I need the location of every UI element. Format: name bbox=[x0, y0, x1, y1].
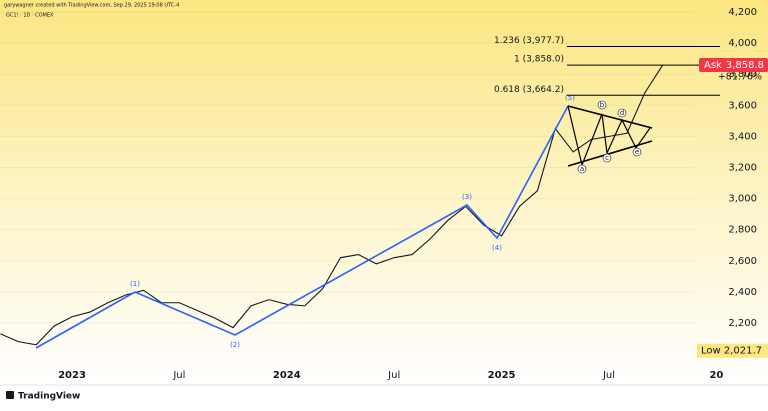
brand-logo: TradingView bbox=[6, 391, 80, 402]
x-tick-label: Jul bbox=[602, 370, 615, 381]
wave-label: (5) bbox=[565, 94, 575, 102]
x-tick-label: Jul bbox=[172, 370, 185, 381]
y-tick-label: 3,800 bbox=[728, 69, 757, 80]
triangle-upper bbox=[567, 105, 653, 129]
x-tick-label: 2024 bbox=[273, 370, 301, 381]
price-line bbox=[0, 64, 664, 346]
y-tick-label: 2,200 bbox=[728, 318, 757, 329]
x-tick-label: 2023 bbox=[58, 370, 86, 381]
change-label: +81.76% bbox=[718, 72, 762, 83]
triangle-label: c bbox=[605, 154, 609, 162]
last-price-label: 3,858.8 bbox=[726, 60, 764, 71]
y-tick-label: 2,600 bbox=[728, 256, 757, 267]
grid: 2,200 2,400 2,600 2,800 3,000 3,200 3,400 3,600… bbox=[0, 7, 757, 381]
triangle-label: d bbox=[620, 109, 624, 117]
y-tick-label: 3,000 bbox=[728, 194, 757, 205]
y-tick-label: 4,200 bbox=[728, 7, 757, 18]
price-series bbox=[0, 64, 664, 346]
brand: TradingView bbox=[18, 392, 80, 402]
wave-line bbox=[35, 105, 569, 349]
y-tick-label: 4,000 bbox=[728, 38, 757, 49]
x-tick-label: Jul bbox=[387, 370, 400, 381]
y-tick-label: 3,400 bbox=[728, 131, 757, 142]
y-tick-label: 2,400 bbox=[728, 287, 757, 298]
wave-label: (1) bbox=[130, 280, 140, 288]
fib-label: 1.236 (3,977.7) bbox=[494, 36, 564, 46]
low-tag bbox=[697, 343, 768, 358]
y-tick-label: 3,200 bbox=[728, 162, 757, 173]
triangle-circles bbox=[577, 100, 642, 174]
wave-label: (2) bbox=[230, 341, 240, 349]
background bbox=[0, 0, 768, 385]
wave-label: (3) bbox=[462, 193, 472, 201]
fib-label: 0.618 (3,664.2) bbox=[494, 85, 564, 95]
y-tick-label: 3,600 bbox=[728, 100, 757, 111]
wave-label: (4) bbox=[492, 244, 502, 252]
triangle-label: b bbox=[600, 101, 605, 109]
fib-label: 1 (3,858.0) bbox=[514, 55, 564, 65]
triangle-label: e bbox=[635, 148, 639, 156]
symbol: GC1! · 1D · COMEX bbox=[6, 13, 54, 19]
x-tick-label: 20 bbox=[709, 370, 723, 381]
overlays: 1.236 (3,977.7) 1 (3,858.0) 0.618 (3,664.2… bbox=[494, 36, 768, 358]
credit: garywagner created with TradingView.com,… bbox=[4, 3, 179, 9]
triangle-label: a bbox=[580, 165, 584, 173]
ask-label: Ask bbox=[704, 60, 722, 71]
y-tick-label: 2,800 bbox=[728, 225, 757, 236]
low-label: 2,021.7 bbox=[724, 346, 762, 357]
low-tag-label: Low bbox=[701, 346, 721, 357]
x-tick-label: 2025 bbox=[488, 370, 516, 381]
last-price-tag bbox=[699, 58, 768, 73]
